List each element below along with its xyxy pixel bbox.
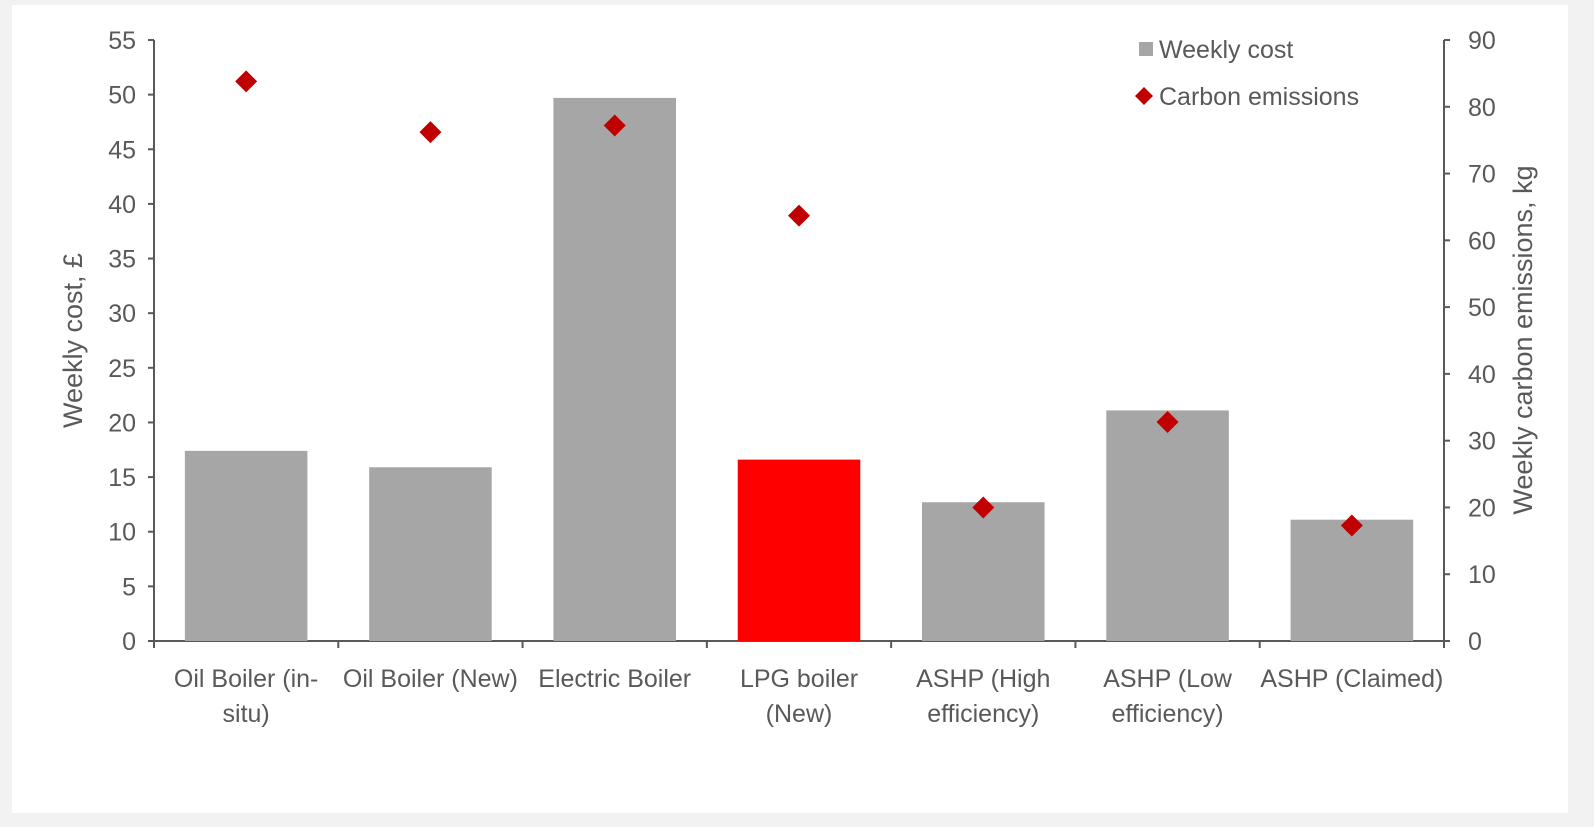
y2-tick-label: 0 [1468,628,1482,656]
legend-carbon-emissions-label: Carbon emissions [1159,83,1359,111]
category-label: ASHP (Low [1103,665,1233,693]
y2-tick-label: 90 [1468,27,1496,55]
category-label: efficiency) [927,700,1039,728]
labels-layer: 0 5 10 15 20 25 30 35 40 45 50 55 0 10 20 30 40 50 60 70 80 9… [108,27,1496,728]
y2-tick-label: 70 [1468,161,1496,189]
category-label: LPG boiler [740,665,858,693]
marker-carbon-emissions [235,70,258,93]
y-tick-label: 25 [108,355,136,383]
y-tick-label: 30 [108,300,136,328]
legend: Weekly cost Carbon emissions [1135,36,1359,111]
marker-carbon-emissions [419,121,442,144]
bar-weekly-cost [1290,519,1414,641]
category-label: ASHP (Claimed) [1260,665,1443,693]
y-tick-label: 5 [122,573,136,601]
markers-layer [235,70,1363,537]
category-label: (New) [766,700,833,728]
marker-carbon-emissions [1340,514,1363,537]
bar-weekly-cost [922,502,1045,641]
chart-svg: 0 5 10 15 20 25 30 35 40 45 50 55 0 10 20 30 40 50 60 70 80 9… [58,27,1538,728]
bar-weekly-cost [184,450,308,641]
y-tick-label: 40 [108,191,136,219]
chart-panel: 0 5 10 15 20 25 30 35 40 45 50 55 0 10 20 30 40 50 60 70 80 9… [12,5,1568,813]
category-label: situ) [223,700,270,728]
y-tick-label: 50 [108,82,136,110]
y2-tick-label: 10 [1468,561,1496,589]
marker-carbon-emissions [603,114,626,137]
category-label: Oil Boiler (New) [343,665,518,693]
category-label: efficiency) [1112,700,1224,728]
y-tick-label: 20 [108,409,136,437]
legend-weekly-cost-label: Weekly cost [1159,36,1293,64]
y2-tick-label: 40 [1468,361,1496,389]
marker-carbon-emissions [1156,410,1179,433]
bars-layer [184,97,1414,641]
y-tick-label: 55 [108,27,136,55]
y2-tick-label: 20 [1468,494,1496,522]
y-tick-label: 35 [108,246,136,274]
y-tick-label: 15 [108,464,136,492]
category-label: ASHP (High [916,665,1050,693]
legend-carbon-emissions-swatch [1135,87,1153,105]
y2-axis-title: Weekly carbon emissions, kg [1508,165,1538,514]
legend-weekly-cost-swatch [1139,42,1153,56]
bar-weekly-cost [1106,410,1229,641]
y-tick-label: 0 [122,628,136,656]
y-tick-label: 10 [108,519,136,547]
y2-tick-label: 60 [1468,227,1496,255]
bar-weekly-cost [737,459,861,641]
category-label: Oil Boiler (in- [174,665,318,693]
y-axis-title: Weekly cost, £ [58,253,88,428]
category-label: Electric Boiler [538,665,691,693]
y-tick-label: 45 [108,136,136,164]
y2-tick-label: 80 [1468,94,1496,122]
y2-tick-label: 30 [1468,428,1496,456]
y2-tick-label: 50 [1468,294,1496,322]
marker-carbon-emissions [972,496,995,519]
bar-weekly-cost [369,467,492,641]
bar-weekly-cost [553,97,676,641]
marker-carbon-emissions [788,204,810,227]
